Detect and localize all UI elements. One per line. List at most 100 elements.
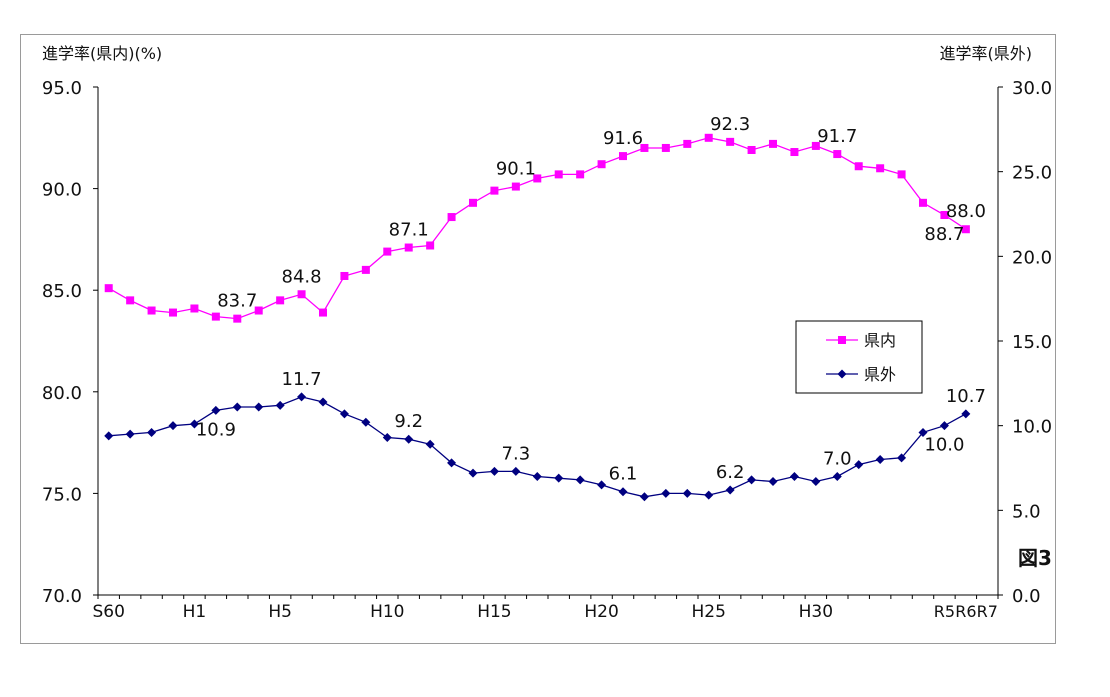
series-1-point xyxy=(319,308,327,317)
left-axis-title: 進学率(県内)(%) xyxy=(42,44,162,63)
right-axis-tick-label: 10.0 xyxy=(1012,417,1052,438)
series-2-point xyxy=(789,471,799,481)
right-axis-tick-label: 15.0 xyxy=(1012,332,1052,353)
data-label: 87.1 xyxy=(389,220,429,241)
data-label: 83.7 xyxy=(217,291,257,312)
series-1-point xyxy=(726,137,735,146)
series-1-point xyxy=(554,170,563,179)
series-2-point xyxy=(939,421,949,431)
series-1-point xyxy=(147,306,156,315)
series-1-point xyxy=(940,211,949,220)
data-label: 10.9 xyxy=(196,419,236,440)
data-label: 84.8 xyxy=(282,266,322,287)
series-1-point xyxy=(297,290,306,299)
legend-swatch-marker xyxy=(838,336,846,344)
series-2-point xyxy=(704,490,714,500)
series-1-point xyxy=(190,304,199,313)
series-2-point xyxy=(875,455,885,465)
x-axis-tick-label: H1 xyxy=(183,602,207,622)
x-axis-tick-label: H25 xyxy=(692,602,726,622)
data-label: 92.3 xyxy=(710,114,750,135)
data-label: 91.7 xyxy=(817,126,857,147)
series-2-point xyxy=(404,434,414,444)
series-2-point xyxy=(854,460,864,470)
data-label: 88.7 xyxy=(924,224,964,245)
series-1-point xyxy=(169,308,177,317)
series-2-point xyxy=(511,466,521,476)
data-label: 10.7 xyxy=(946,386,986,407)
data-label: 91.6 xyxy=(603,128,643,149)
series-2-point xyxy=(318,397,328,407)
series-2-point xyxy=(811,477,821,487)
series-2-point xyxy=(468,468,478,478)
series-1-point xyxy=(597,160,606,169)
series-2-point xyxy=(125,429,135,439)
right-axis-tick-label: 25.0 xyxy=(1012,163,1052,184)
series-2-point xyxy=(661,488,671,498)
right-axis-title: 進学率(県外) xyxy=(940,44,1033,63)
x-axis-tick-label: S60 xyxy=(92,602,124,622)
left-axis-tick-label: 80.0 xyxy=(42,383,82,404)
data-label: 6.2 xyxy=(716,462,745,483)
legend-box xyxy=(795,320,923,394)
x-axis-tick-label: H5 xyxy=(268,602,292,622)
x-axis-tick-label: H20 xyxy=(584,602,618,622)
left-axis-tick-label: 70.0 xyxy=(42,586,82,607)
series-1-point xyxy=(833,150,842,159)
series-1-point xyxy=(790,148,799,157)
series-2-point xyxy=(747,475,757,485)
series-1-point xyxy=(961,225,970,234)
chart-frame xyxy=(20,34,1056,644)
legend-swatch-marker xyxy=(837,369,847,379)
series-1-point xyxy=(897,170,906,179)
series-2-point xyxy=(639,492,649,502)
series-1-point xyxy=(854,162,863,171)
series-1-point xyxy=(211,312,220,321)
x-axis-tick-label: R5 xyxy=(934,602,955,621)
x-axis-tick-label: R7 xyxy=(977,602,998,621)
series-2-point xyxy=(961,409,971,419)
series-2-point xyxy=(211,405,221,415)
series-layer xyxy=(104,133,971,502)
series-1-point xyxy=(919,198,927,207)
x-axis-tick-label: H30 xyxy=(799,602,833,622)
right-axis-tick-label: 0.0 xyxy=(1012,586,1041,607)
right-axis-tick-label: 5.0 xyxy=(1012,501,1041,522)
series-2-point xyxy=(232,402,242,412)
left-axis-tick-label: 95.0 xyxy=(42,78,82,99)
series-2-point xyxy=(682,488,692,498)
series-1-point xyxy=(619,152,627,161)
series-2-point xyxy=(339,409,349,419)
data-label: 7.3 xyxy=(502,443,531,464)
series-2-point xyxy=(297,392,307,402)
series-1-point xyxy=(661,143,670,152)
series-1-point xyxy=(876,164,885,173)
series-1-point xyxy=(769,139,777,148)
left-axis-tick-label: 90.0 xyxy=(42,180,82,201)
data-label: 90.1 xyxy=(496,159,536,180)
series-2-point xyxy=(275,400,285,410)
x-axis-tick-label: H15 xyxy=(477,602,511,622)
series-line-2 xyxy=(108,396,967,498)
legend-label: 県内 xyxy=(864,331,896,350)
series-2-point xyxy=(768,477,778,487)
x-axis-tick-label: H10 xyxy=(370,602,404,622)
chart-axes: 70.0 75.0 80.0 85.0 90.0 95.0 0.0 5.0 10.0 15.0 20… xyxy=(42,78,1052,622)
series-2-point xyxy=(618,487,628,497)
series-1-point xyxy=(233,314,242,323)
series-1-point xyxy=(811,141,820,150)
left-axis-tick-label: 85.0 xyxy=(42,281,82,302)
series-2-point xyxy=(104,431,114,441)
series-1-point xyxy=(383,247,392,256)
series-1-point xyxy=(254,306,263,315)
series-1-point xyxy=(469,198,477,207)
series-2-point xyxy=(725,485,735,495)
series-1-point xyxy=(576,170,585,179)
series-2-point xyxy=(361,417,371,427)
series-1-point xyxy=(426,241,435,250)
series-1-point xyxy=(747,145,756,154)
series-2-point xyxy=(832,471,842,481)
series-1-point xyxy=(361,265,370,274)
